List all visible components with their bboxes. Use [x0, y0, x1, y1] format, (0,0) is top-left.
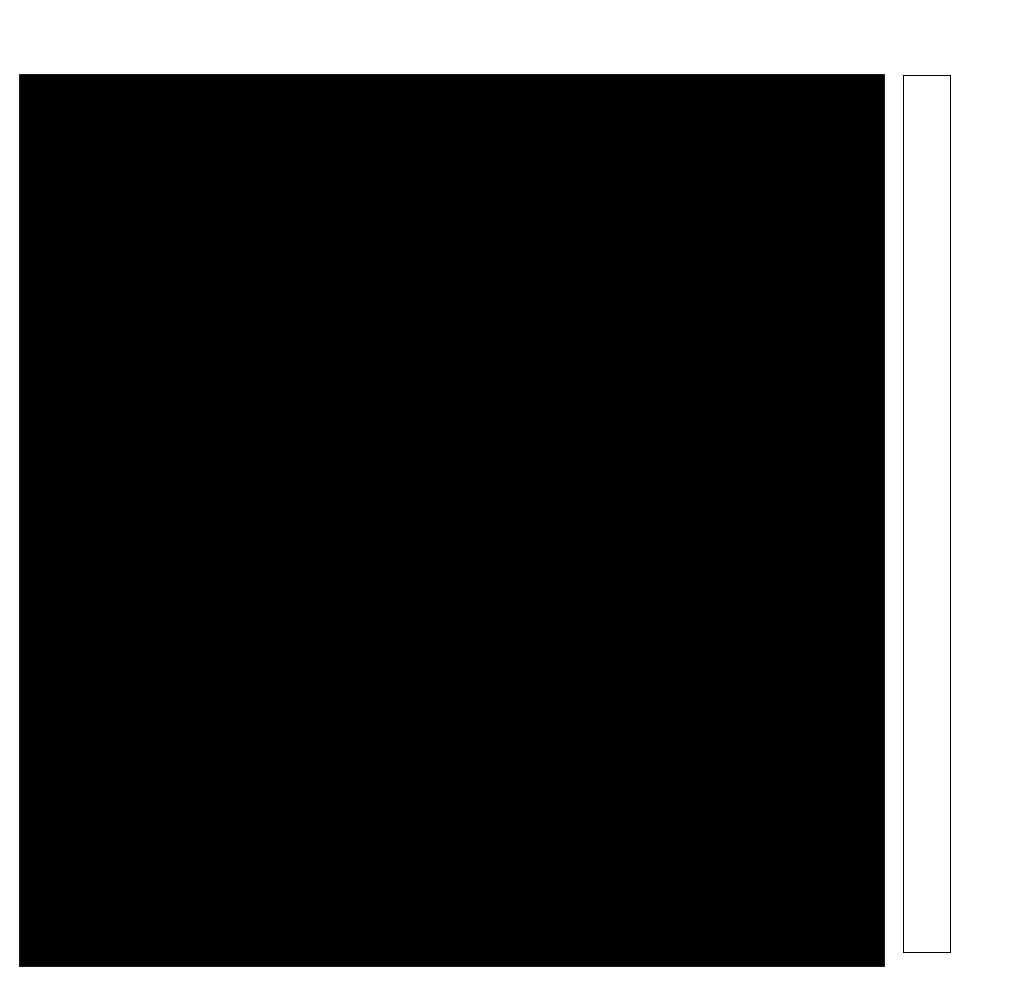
ocean [20, 75, 884, 966]
probability-colorbar [903, 75, 951, 953]
map-frame [19, 74, 885, 967]
